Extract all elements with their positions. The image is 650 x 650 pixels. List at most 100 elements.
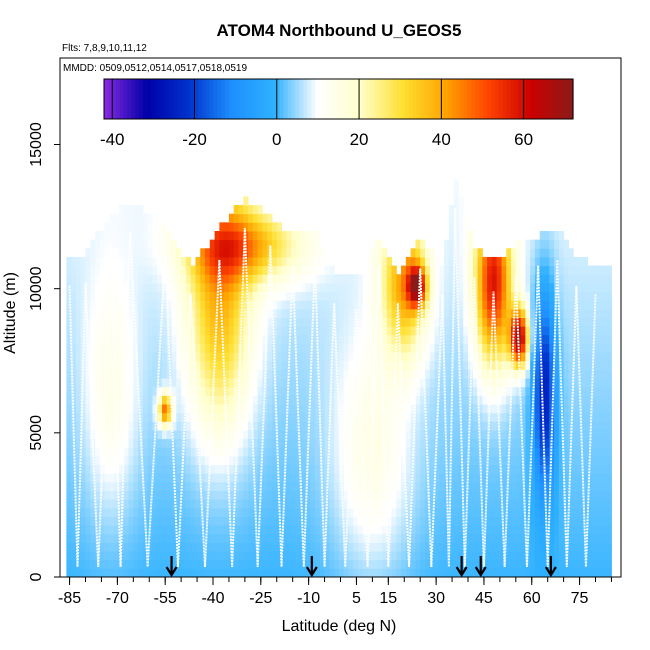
heatmap-cell bbox=[530, 542, 536, 552]
heatmap-cell bbox=[577, 282, 584, 293]
heatmap-cell bbox=[324, 412, 330, 422]
heatmap-cell bbox=[506, 334, 512, 344]
heatmap-cell bbox=[162, 352, 168, 362]
heatmap-cell bbox=[386, 499, 392, 509]
heatmap-cell bbox=[219, 568, 225, 578]
heatmap-cell bbox=[104, 412, 110, 422]
heatmap-cell bbox=[568, 499, 574, 509]
heatmap-cell bbox=[185, 308, 192, 318]
heatmap-cell bbox=[243, 239, 249, 249]
heatmap-cell bbox=[386, 291, 392, 301]
heatmap-cell bbox=[185, 378, 192, 388]
heatmap-cell bbox=[75, 473, 82, 483]
heatmap-cell bbox=[305, 421, 311, 431]
heatmap-cell bbox=[568, 525, 574, 535]
heatmap-cell bbox=[458, 326, 464, 336]
heatmap-cell bbox=[472, 533, 479, 543]
heatmap-cell bbox=[205, 386, 211, 396]
heatmap-cell bbox=[233, 352, 239, 362]
heatmap-cell bbox=[99, 421, 106, 431]
heatmap-cell bbox=[319, 395, 326, 405]
heatmap-cell bbox=[90, 378, 96, 388]
heatmap-cell bbox=[448, 326, 455, 336]
heatmap-cell bbox=[152, 490, 158, 500]
colorbar-segment bbox=[389, 79, 394, 119]
heatmap-cell bbox=[601, 343, 608, 353]
heatmap-cell bbox=[219, 352, 225, 362]
heatmap-cell bbox=[205, 291, 211, 301]
heatmap-cell bbox=[85, 473, 91, 483]
heatmap-cell bbox=[468, 231, 474, 241]
heatmap-cell bbox=[501, 421, 507, 431]
heatmap-cell bbox=[286, 516, 292, 526]
heatmap-cell bbox=[85, 300, 91, 310]
heatmap-cell bbox=[133, 231, 139, 241]
heatmap-cell bbox=[66, 369, 72, 379]
heatmap-cell bbox=[329, 533, 335, 543]
heatmap-cell bbox=[606, 525, 612, 535]
heatmap-cell bbox=[534, 473, 541, 483]
heatmap-cell bbox=[362, 352, 369, 362]
heatmap-cell bbox=[176, 404, 182, 414]
heatmap-cell bbox=[372, 308, 378, 318]
heatmap-cell bbox=[324, 429, 330, 440]
heatmap-cell bbox=[338, 421, 345, 431]
heatmap-cell bbox=[348, 533, 354, 543]
heatmap-cell bbox=[568, 248, 574, 258]
heatmap-cell bbox=[468, 438, 474, 448]
heatmap-cell bbox=[439, 360, 445, 370]
heatmap-cell bbox=[554, 438, 560, 448]
heatmap-cell bbox=[434, 490, 440, 500]
heatmap-cell bbox=[200, 248, 206, 258]
heatmap-cell bbox=[391, 481, 397, 491]
heatmap-cell bbox=[367, 369, 373, 379]
heatmap-cell bbox=[123, 239, 130, 249]
heatmap-cell bbox=[305, 404, 311, 414]
heatmap-cell bbox=[324, 300, 330, 310]
heatmap-cell bbox=[305, 334, 311, 344]
heatmap-cell bbox=[271, 525, 278, 535]
heatmap-cell bbox=[90, 447, 96, 457]
colorbar-segment bbox=[416, 79, 422, 119]
colorbar-tick-label: 60 bbox=[514, 130, 533, 149]
heatmap-cell bbox=[315, 386, 321, 396]
heatmap-cell bbox=[162, 343, 168, 353]
heatmap-cell bbox=[539, 231, 545, 241]
heatmap-cell bbox=[200, 326, 206, 336]
heatmap-cell bbox=[448, 481, 455, 491]
heatmap-cell bbox=[530, 490, 536, 500]
heatmap-cell bbox=[214, 421, 220, 431]
heatmap-cell bbox=[262, 213, 268, 223]
heatmap-cell bbox=[597, 421, 603, 431]
heatmap-cell bbox=[185, 282, 192, 293]
heatmap-cell bbox=[334, 300, 340, 310]
heatmap-cell bbox=[539, 300, 545, 310]
flight-track bbox=[68, 207, 597, 567]
heatmap-cell bbox=[468, 516, 474, 526]
heatmap-cell bbox=[420, 438, 426, 448]
heatmap-cell bbox=[334, 507, 340, 517]
heatmap-cell bbox=[90, 438, 96, 448]
heatmap-cell bbox=[152, 334, 158, 344]
heatmap-cell bbox=[95, 256, 101, 267]
heatmap-cell bbox=[252, 317, 259, 327]
heatmap-cell bbox=[243, 308, 249, 318]
heatmap-cell bbox=[573, 421, 579, 431]
heatmap-cell bbox=[515, 412, 522, 422]
heatmap-cell bbox=[133, 507, 139, 517]
heatmap-cell bbox=[271, 412, 278, 422]
heatmap-cell bbox=[453, 455, 459, 466]
heatmap-cell bbox=[338, 412, 345, 422]
heatmap-cell bbox=[248, 447, 254, 457]
heatmap-cell bbox=[367, 343, 373, 353]
heatmap-cell bbox=[424, 395, 431, 405]
heatmap-cell bbox=[453, 559, 459, 569]
heatmap-cell bbox=[190, 542, 196, 552]
heatmap-cell bbox=[439, 404, 445, 414]
heatmap-cell bbox=[515, 559, 522, 569]
colorbar-segment bbox=[264, 79, 269, 119]
heatmap-cell bbox=[415, 369, 421, 379]
heatmap-cell bbox=[577, 334, 584, 344]
heatmap-cell bbox=[424, 438, 431, 448]
heatmap-cell bbox=[257, 222, 263, 232]
